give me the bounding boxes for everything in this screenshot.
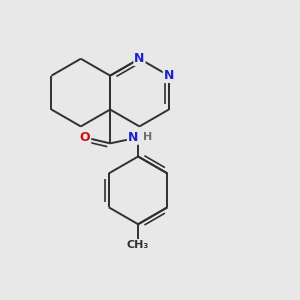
Text: H: H bbox=[143, 133, 153, 142]
Text: O: O bbox=[80, 131, 90, 144]
Text: CH₃: CH₃ bbox=[127, 240, 149, 250]
Text: N: N bbox=[164, 69, 174, 82]
Text: N: N bbox=[128, 131, 138, 144]
Text: N: N bbox=[134, 52, 145, 65]
